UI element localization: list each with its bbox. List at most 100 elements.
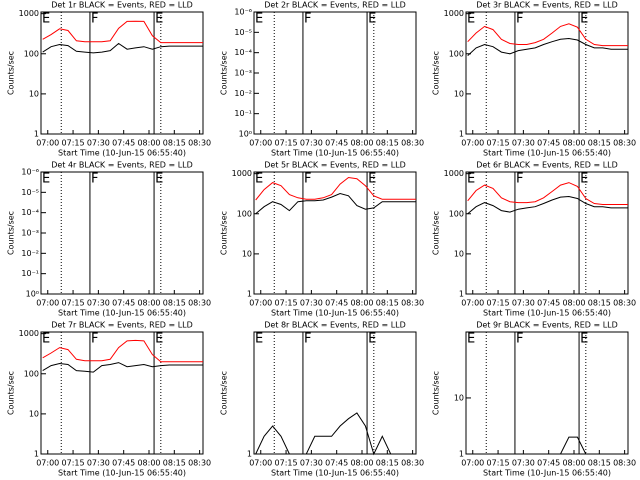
- y-tick-label: 10⁻⁵: [21, 188, 39, 197]
- x-tick-label: 07:45: [537, 139, 560, 148]
- x-tick-label: 08:00: [350, 459, 373, 468]
- event-label: E: [42, 332, 50, 347]
- x-tick-label: 08:30: [401, 299, 424, 308]
- series-line: [42, 42, 203, 54]
- x-axis-label: Start Time (10-Jun-15 06:55:40): [271, 309, 399, 318]
- y-tick-label: 10⁻⁶: [234, 8, 252, 17]
- x-axis-label: Start Time (10-Jun-15 06:55:40): [483, 149, 611, 158]
- event-label: E: [580, 172, 588, 187]
- y-tick-label: 1: [459, 130, 464, 139]
- panel-title: Det 8r BLACK = Events, RED = LLD: [264, 321, 406, 330]
- panel-title: Det 1r BLACK = Events, RED = LLD: [51, 1, 193, 10]
- x-tick-label: 07:45: [325, 299, 348, 308]
- event-label: E: [155, 332, 163, 347]
- plot-frame: [465, 171, 629, 295]
- y-tick-label: 10⁻⁶: [21, 168, 39, 177]
- x-tick-label: 07:15: [275, 299, 298, 308]
- series-line: [42, 339, 203, 363]
- event-label: F: [516, 332, 523, 347]
- x-tick-label: 08:30: [613, 459, 636, 468]
- event-label: F: [304, 332, 311, 347]
- x-tick-label: 07:00: [36, 299, 59, 308]
- x-tick-label: 08:15: [163, 139, 186, 148]
- event-label: F: [304, 172, 311, 187]
- x-tick-label: 08:15: [163, 299, 186, 308]
- y-tick-label: 100: [449, 49, 464, 58]
- y-tick-label: 10: [454, 249, 464, 258]
- x-tick-label: 08:15: [376, 139, 399, 148]
- y-tick-label: 1: [247, 290, 252, 299]
- x-tick-label: 07:15: [62, 139, 85, 148]
- event-label: E: [368, 172, 376, 187]
- x-tick-label: 07:15: [275, 459, 298, 468]
- panel-title: Det 3r BLACK = Events, RED = LLD: [476, 1, 618, 10]
- x-tick-label: 07:00: [461, 459, 484, 468]
- y-tick-label: 10⁻³: [21, 229, 39, 238]
- x-tick-label: 08:00: [562, 459, 585, 468]
- series-line: [467, 182, 628, 205]
- x-axis-label: Start Time (10-Jun-15 06:55:40): [483, 469, 611, 478]
- x-tick-label: 07:00: [461, 299, 484, 308]
- y-tick-label: 10⁻²: [21, 249, 39, 258]
- x-tick-label: 08:00: [350, 139, 373, 148]
- y-tick-label: 10⁻⁵: [234, 28, 252, 37]
- y-tick-label: 1: [34, 130, 39, 139]
- series-line: [42, 20, 203, 44]
- x-tick-label: 07:45: [112, 459, 135, 468]
- x-tick-label: 07:45: [537, 459, 560, 468]
- x-tick-label: 07:15: [275, 139, 298, 148]
- panel-title: Det 6r BLACK = Events, RED = LLD: [476, 161, 618, 170]
- y-tick-label: 10⁻³: [234, 69, 252, 78]
- y-tick-label: 1: [34, 450, 39, 459]
- x-axis-label: Start Time (10-Jun-15 06:55:40): [483, 309, 611, 318]
- series-line: [255, 412, 416, 456]
- series-line: [467, 436, 628, 455]
- panel-title: Det 5r BLACK = Events, RED = LLD: [264, 161, 406, 170]
- x-tick-label: 08:30: [188, 299, 211, 308]
- x-tick-label: 08:00: [350, 299, 373, 308]
- y-axis-label: Counts/sec: [220, 51, 229, 95]
- x-tick-label: 07:15: [487, 139, 510, 148]
- event-label: E: [368, 12, 376, 27]
- plot-frame: [253, 11, 417, 135]
- x-tick-label: 07:30: [512, 299, 535, 308]
- event-label: E: [580, 12, 588, 27]
- series-line: [255, 176, 416, 201]
- event-label: F: [516, 172, 523, 187]
- x-tick-label: 07:30: [512, 459, 535, 468]
- x-tick-label: 07:45: [325, 459, 348, 468]
- x-tick-label: 07:30: [300, 139, 323, 148]
- x-axis-label: Start Time (10-Jun-15 06:55:40): [58, 469, 186, 478]
- x-tick-label: 07:45: [112, 139, 135, 148]
- x-tick-label: 07:00: [36, 459, 59, 468]
- y-axis-label: Counts/sec: [432, 371, 441, 415]
- series-line: [42, 362, 203, 373]
- y-tick-label: 100: [24, 369, 39, 378]
- event-label: E: [42, 12, 50, 27]
- panel-title: Det 7r BLACK = Events, RED = LLD: [51, 321, 193, 330]
- event-label: E: [155, 172, 163, 187]
- x-tick-label: 08:15: [588, 459, 611, 468]
- y-tick-label: 1000: [444, 169, 464, 178]
- x-tick-label: 07:45: [537, 299, 560, 308]
- y-tick-label: 100: [24, 49, 39, 58]
- x-tick-label: 08:15: [376, 299, 399, 308]
- y-tick-label: 10⁰: [239, 130, 252, 139]
- event-label: F: [516, 12, 523, 27]
- x-tick-label: 07:30: [87, 299, 110, 308]
- plot-frame: [40, 331, 204, 455]
- event-label: E: [42, 172, 50, 187]
- y-tick-label: 1000: [19, 329, 39, 338]
- plot-frame: [253, 331, 417, 455]
- x-tick-label: 08:00: [562, 299, 585, 308]
- x-axis-label: Start Time (10-Jun-15 06:55:40): [58, 149, 186, 158]
- x-tick-label: 07:30: [87, 139, 110, 148]
- y-axis-label: Counts/sec: [432, 51, 441, 95]
- event-label: F: [91, 332, 98, 347]
- x-axis-label: Start Time (10-Jun-15 06:55:40): [271, 149, 399, 158]
- x-tick-label: 08:30: [401, 459, 424, 468]
- x-tick-label: 08:15: [163, 459, 186, 468]
- panel-title: Det 2r BLACK = Events, RED = LLD: [264, 1, 406, 10]
- x-tick-label: 07:15: [487, 299, 510, 308]
- x-axis-label: Start Time (10-Jun-15 06:55:40): [271, 469, 399, 478]
